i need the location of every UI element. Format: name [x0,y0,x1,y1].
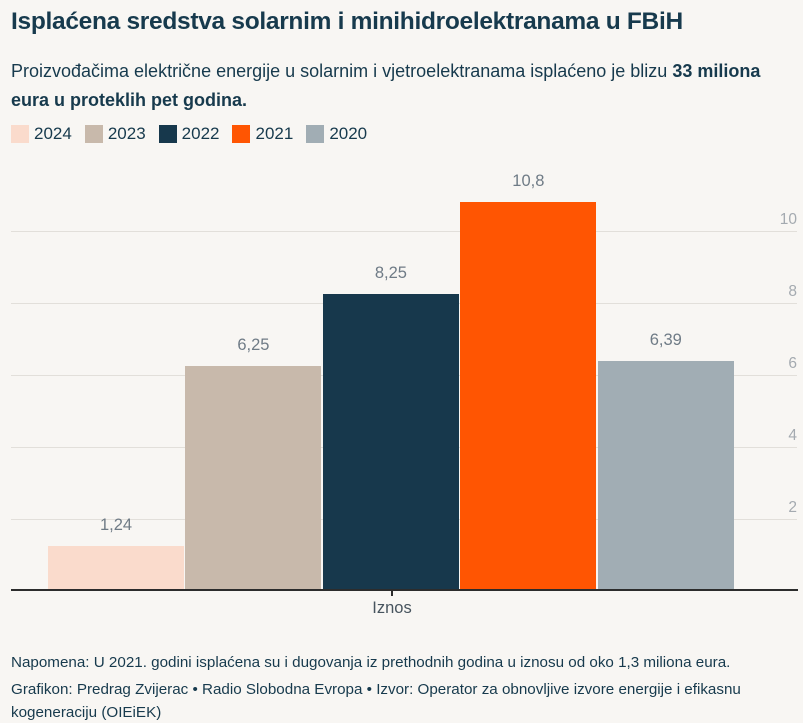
chart-legend: 2024 2023 2022 2021 2020 [11,124,367,144]
x-axis-baseline [11,589,798,591]
bar-2020 [597,360,734,591]
legend-swatch-2024 [11,125,29,143]
bar-2023 [185,366,322,591]
subtitle-normal-text: Proizvođačima električne energije u sola… [11,61,673,81]
bar-value-label-2022: 8,25 [374,264,407,282]
legend-swatch-2021 [232,125,251,143]
bar-value-label-2020: 6,39 [649,330,682,349]
gridline-10 [11,231,797,232]
subtitle-bold-line1: 33 miliona [672,61,761,81]
chart-subtitle: Proizvođačima električne energije u sola… [11,57,799,115]
y-axis-tick-label-6: 6 [788,355,797,372]
bar-2024 [48,546,184,591]
y-axis-tick-label-8: 8 [788,283,797,300]
y-axis-tick-label-4: 4 [788,427,797,444]
y-axis-tick-label-2: 2 [788,499,797,516]
bar-2022 [322,294,459,591]
legend-item-2024: 2024 [11,124,72,144]
x-axis-category-label: Iznos [372,599,412,617]
bar-value-label-2024: 1,24 [99,516,133,535]
y-axis-tick-label-10: 10 [779,211,797,228]
legend-item-2020: 2020 [306,124,367,144]
footnote: Napomena: U 2021. godini isplaćena su i … [11,654,731,671]
legend-label-2024: 2024 [34,124,72,143]
chart-footer: Napomena: U 2021. godini isplaćena su i … [11,651,792,723]
bar-value-label-2023: 6,25 [237,336,270,354]
legend-item-2023: 2023 [84,124,146,144]
legend-item-2022: 2022 [158,124,220,144]
legend-item-2021: 2021 [232,124,293,144]
legend-label-2021: 2021 [255,124,294,143]
bar-2021 [460,202,597,591]
subtitle-bold-line2: eura u proteklih pet godina. [11,90,248,110]
legend-swatch-2020 [306,125,325,143]
x-axis-tick [391,591,393,596]
legend-swatch-2023 [84,125,103,143]
credit-source: Grafikon: Predrag Zvijerac • Radio Slobo… [11,681,741,721]
bar-value-label-2021: 10,8 [512,172,545,191]
legend-label-2022: 2022 [181,124,220,143]
legend-label-2020: 2020 [329,124,368,143]
legend-label-2023: 2023 [107,124,146,143]
legend-swatch-2022 [158,125,177,143]
chart-title: Isplaćena sredstva solarnim i minihidroe… [11,8,683,35]
